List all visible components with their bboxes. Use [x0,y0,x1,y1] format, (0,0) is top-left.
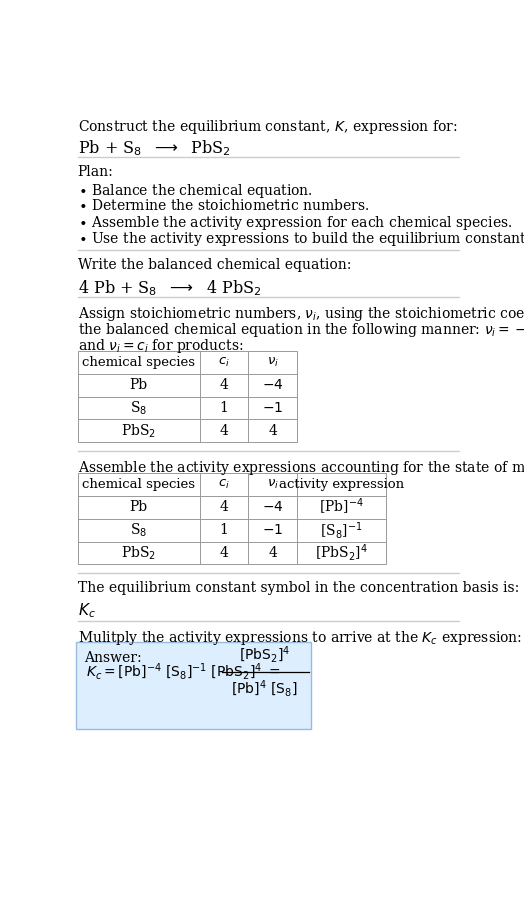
Text: activity expression: activity expression [279,478,404,491]
Text: [S$_8$]$^{-1}$: [S$_8$]$^{-1}$ [320,520,363,540]
Text: 1: 1 [220,401,228,415]
Text: [Pb]$^{-4}$: [Pb]$^{-4}$ [319,497,364,518]
Text: Pb: Pb [129,378,148,392]
Text: 4: 4 [220,378,228,392]
Text: 1: 1 [220,523,228,537]
Text: Pb + S$_8$  $\longrightarrow$  PbS$_2$: Pb + S$_8$ $\longrightarrow$ PbS$_2$ [78,138,231,158]
Bar [78,473,386,565]
Text: [PbS$_2$]$^4$: [PbS$_2$]$^4$ [315,542,368,564]
Text: $\nu_i$: $\nu_i$ [267,356,279,369]
Text: PbS$_2$: PbS$_2$ [121,544,156,562]
Text: the balanced chemical equation in the following manner: $\nu_i = -c_i$ for react: the balanced chemical equation in the fo… [78,321,524,339]
Text: Pb: Pb [129,501,148,514]
Text: $K_c$: $K_c$ [78,601,95,620]
Text: Assemble the activity expressions accounting for the state of matter and $\nu_i$: Assemble the activity expressions accoun… [78,459,524,477]
Text: Write the balanced chemical equation:: Write the balanced chemical equation: [78,258,351,272]
Text: 4: 4 [220,424,228,438]
Text: $\bullet$ Use the activity expressions to build the equilibrium constant express: $\bullet$ Use the activity expressions t… [78,229,524,247]
Text: 4: 4 [220,501,228,514]
Text: S$_8$: S$_8$ [130,521,147,539]
Text: $-1$: $-1$ [262,401,283,415]
Bar [78,351,297,442]
Text: Mulitply the activity expressions to arrive at the $K_c$ expression:: Mulitply the activity expressions to arr… [78,629,522,647]
Text: chemical species: chemical species [82,478,195,491]
Text: and $\nu_i = c_i$ for products:: and $\nu_i = c_i$ for products: [78,337,243,355]
Text: PbS$_2$: PbS$_2$ [121,423,156,440]
Text: $c_i$: $c_i$ [218,478,230,491]
Text: $-4$: $-4$ [262,501,283,514]
Text: $\bullet$ Assemble the activity expression for each chemical species.: $\bullet$ Assemble the activity expressi… [78,214,512,232]
FancyBboxPatch shape [75,642,311,729]
Text: $\bullet$ Balance the chemical equation.: $\bullet$ Balance the chemical equation. [78,182,312,200]
Text: Assign stoichiometric numbers, $\nu_i$, using the stoichiometric coefficients, $: Assign stoichiometric numbers, $\nu_i$, … [78,305,524,323]
Text: Plan:: Plan: [78,165,113,179]
Text: $\bullet$ Determine the stoichiometric numbers.: $\bullet$ Determine the stoichiometric n… [78,198,369,213]
Text: Construct the equilibrium constant, $K$, expression for:: Construct the equilibrium constant, $K$,… [78,119,457,137]
Text: $-1$: $-1$ [262,523,283,537]
Text: Answer:: Answer: [84,651,141,665]
Text: 4: 4 [268,546,277,560]
Text: S$_8$: S$_8$ [130,399,147,417]
Text: $[\mathrm{Pb}]^4\ [\mathrm{S_8}]$: $[\mathrm{Pb}]^4\ [\mathrm{S_8}]$ [231,679,298,699]
Text: $K_c = [\mathrm{Pb}]^{-4}\ [\mathrm{S_8}]^{-1}\ [\mathrm{PbS_2}]^4\ =$: $K_c = [\mathrm{Pb}]^{-4}\ [\mathrm{S_8}… [86,662,280,682]
Text: chemical species: chemical species [82,356,195,369]
Text: $\nu_i$: $\nu_i$ [267,478,279,491]
Text: 4 Pb + S$_8$  $\longrightarrow$  4 PbS$_2$: 4 Pb + S$_8$ $\longrightarrow$ 4 PbS$_2$ [78,279,261,298]
Text: 4: 4 [268,424,277,438]
Text: The equilibrium constant symbol in the concentration basis is:: The equilibrium constant symbol in the c… [78,581,519,595]
Text: $-4$: $-4$ [262,378,283,392]
Text: $[\mathrm{PbS_2}]^4$: $[\mathrm{PbS_2}]^4$ [239,645,290,665]
Text: $c_i$: $c_i$ [218,356,230,369]
Text: 4: 4 [220,546,228,560]
